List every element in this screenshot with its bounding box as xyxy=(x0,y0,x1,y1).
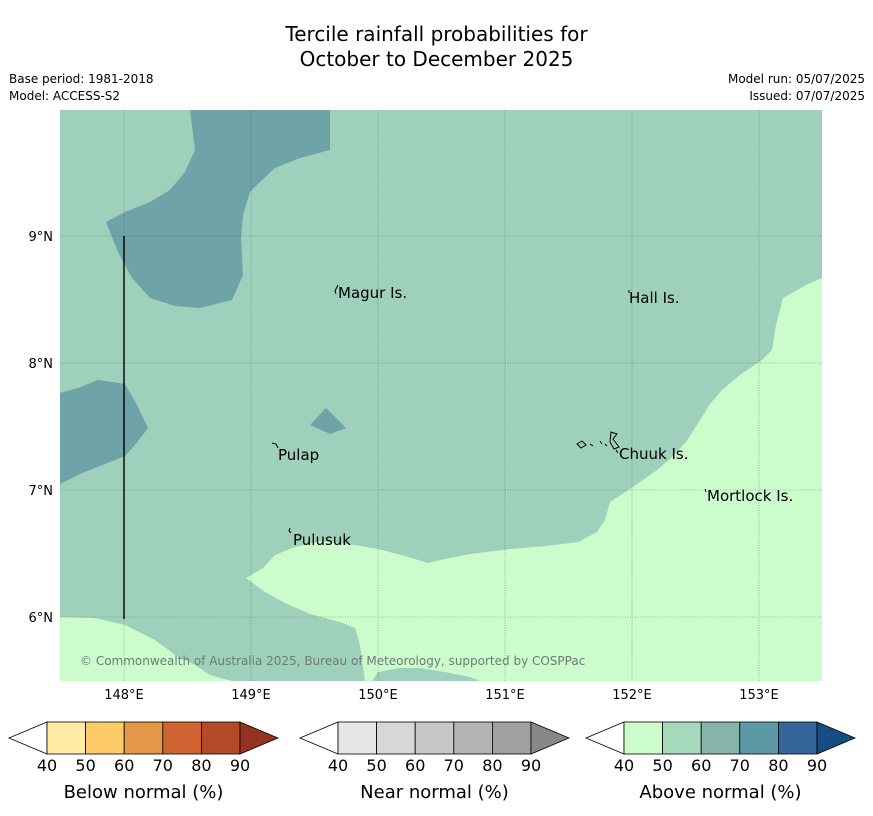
colorbar-above-segment-50 xyxy=(662,721,702,755)
colorbar-near-tick-80: 80 xyxy=(482,756,502,775)
colorbar-near-segment-80 xyxy=(491,721,532,755)
colorbar-near-tick-60: 60 xyxy=(405,756,425,775)
mortlock-island-shape xyxy=(704,488,707,493)
colorbar-above-segment-40 xyxy=(623,721,663,755)
colorbar-above-tick-40: 40 xyxy=(614,756,634,775)
colorbar-below-segment-50 xyxy=(85,721,125,755)
colorbar-above-segment-80 xyxy=(778,721,818,755)
colorbar-below-segment-80 xyxy=(200,721,241,755)
colorbar-above-tick-50: 50 xyxy=(652,756,672,775)
base-period: Base period: 1981-2018 xyxy=(9,72,154,86)
colorbar-below-tick-90: 90 xyxy=(230,756,250,775)
island-shapes xyxy=(271,284,707,534)
zone-above-40-50-south xyxy=(60,617,232,681)
colorbar-near-segment-70 xyxy=(453,721,493,755)
lon-tick-153: 153°E xyxy=(739,688,779,703)
colorbar-near-segment-50 xyxy=(376,721,416,755)
place-label-pulusuk: Pulusuk xyxy=(293,531,351,549)
magur-island-shape xyxy=(334,284,339,295)
colorbar-below-tick-80: 80 xyxy=(191,756,211,775)
place-label-chuuk: Chuuk Is. xyxy=(619,445,688,463)
zone-above-60-70-north xyxy=(106,110,330,308)
colorbar-below-tick-40: 40 xyxy=(37,756,57,775)
colorbar-near-tick-70: 70 xyxy=(444,756,464,775)
colorbar-near-label: Near normal (%) xyxy=(360,782,509,803)
zone-above-40-50-main xyxy=(246,278,822,681)
chuuk-island-shape xyxy=(576,431,620,454)
colorbar-below-segment-70 xyxy=(162,721,202,755)
colorbar-above-tick-70: 70 xyxy=(730,756,750,775)
zone-above-60-70-patch xyxy=(310,408,346,434)
colorbar-below-segment-60 xyxy=(123,721,164,755)
colorbar-near: 40 50 60 70 80 90 Near normal (%) xyxy=(298,721,571,803)
issued-date: Issued: 07/07/2025 xyxy=(749,89,865,103)
colorbar-above-tick-80: 80 xyxy=(768,756,788,775)
colorbar-near-high-extension xyxy=(530,721,571,755)
pulusuk-island-shape xyxy=(288,527,292,534)
colorbar-above-label: Above normal (%) xyxy=(639,782,801,803)
colorbar-below-label: Below normal (%) xyxy=(64,782,224,803)
colorbar-above: 40 50 60 70 80 90 Above normal (%) xyxy=(584,721,857,803)
lat-tick-7: 7°N xyxy=(29,484,54,499)
place-label-mortlock: Mortlock Is. xyxy=(707,487,793,505)
meta-right: Model run: 05/07/2025 Issued: 07/07/2025 xyxy=(728,71,865,105)
lon-tick-149: 149°E xyxy=(231,688,271,703)
copyright-notice: © Commonwealth of Australia 2025, Bureau… xyxy=(80,654,585,668)
lat-tick-6: 6°N xyxy=(29,611,54,626)
latitude-ticks: 9°N 8°N 7°N 6°N xyxy=(29,230,54,626)
lat-tick-8: 8°N xyxy=(29,357,54,372)
lon-tick-150: 150°E xyxy=(358,688,398,703)
title-line-1: Tercile rainfall probabilities for xyxy=(285,22,588,46)
zone-above-50-60-south-pocket xyxy=(372,668,480,681)
lon-tick-152: 152°E xyxy=(612,688,652,703)
colorbar-above-high-extension xyxy=(816,721,857,755)
lon-tick-151: 151°E xyxy=(485,688,525,703)
map-area: Magur Is. Hall Is. Pulap Chuuk Is. Mortl… xyxy=(60,110,822,681)
place-label-hall: Hall Is. xyxy=(629,289,680,307)
longitude-ticks: 148°E 149°E 150°E 151°E 152°E 153°E xyxy=(104,688,779,703)
zone-above-60-70-west xyxy=(60,380,148,484)
pulap-island-shape xyxy=(271,442,279,449)
place-label-pulap: Pulap xyxy=(278,446,319,464)
colorbar-above-tick-90: 90 xyxy=(807,756,827,775)
lat-tick-9: 9°N xyxy=(29,230,54,245)
colorbar-near-tick-90: 90 xyxy=(521,756,541,775)
colorbar-near-tick-50: 50 xyxy=(366,756,386,775)
colorbar-near-tick-40: 40 xyxy=(328,756,348,775)
colorbar-above-low-extension xyxy=(584,721,625,755)
model-run: Model run: 05/07/2025 xyxy=(727,72,865,86)
place-label-magur: Magur Is. xyxy=(338,284,407,302)
colorbar-below-tick-50: 50 xyxy=(75,756,95,775)
map-title: Tercile rainfall probabilities for Octob… xyxy=(0,22,873,72)
colorbar-below-tick-70: 70 xyxy=(153,756,173,775)
colorbar-near-low-extension xyxy=(298,721,339,755)
colorbar-above-tick-60: 60 xyxy=(691,756,711,775)
lon-tick-148: 148°E xyxy=(104,688,144,703)
colorbar-above-segment-70 xyxy=(739,721,779,755)
colorbar-below-low-extension xyxy=(7,721,48,755)
colorbar-below-segment-40 xyxy=(46,721,86,755)
model-name: Model: ACCESS-S2 xyxy=(9,89,121,103)
colorbar-below: 40 50 60 70 80 90 Below normal (%) xyxy=(7,721,280,803)
title-line-2: October to December 2025 xyxy=(299,47,574,71)
colorbars: 40 50 60 70 80 90 Below normal (%) 40 50 60 70 80 90… xyxy=(7,721,857,803)
colorbar-above-segment-60 xyxy=(700,721,741,755)
meta-left: Base period: 1981-2018 Model: ACCESS-S2 xyxy=(9,71,154,105)
colorbar-near-segment-60 xyxy=(414,721,455,755)
colorbar-below-tick-60: 60 xyxy=(114,756,134,775)
colorbar-below-high-extension xyxy=(239,721,280,755)
colorbar-near-segment-40 xyxy=(337,721,377,755)
